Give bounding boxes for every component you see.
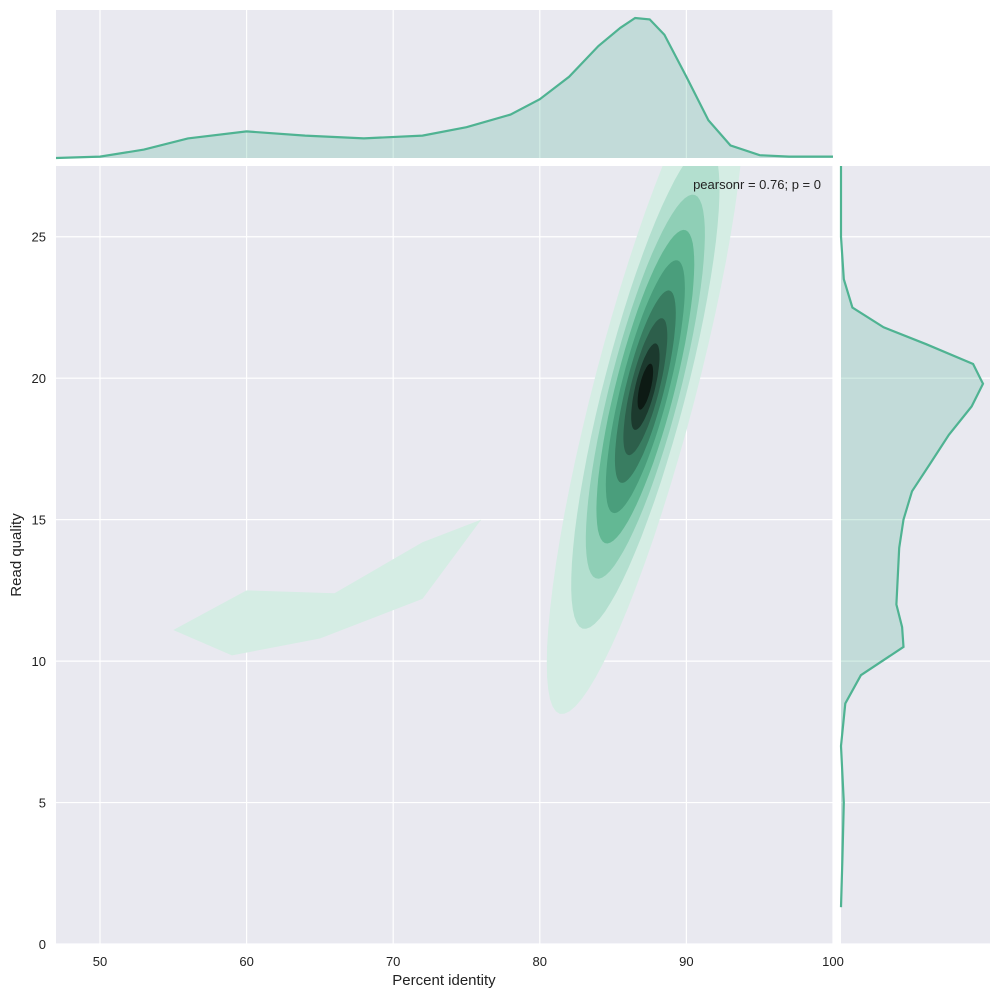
y-tick-label: 0 [39,937,46,952]
x-axis-label: Percent identity [392,972,496,989]
x-tick-label: 50 [93,954,107,969]
marginal-y-fill [841,166,983,908]
kde-contours [173,166,741,714]
marginal-y-kde-line [839,166,985,908]
marginal-x-background [56,10,833,158]
marginal-x-panel [55,10,834,160]
x-tick-label: 60 [239,954,253,969]
y-tick-label: 20 [32,371,46,386]
x-tick-label: 100 [822,954,844,969]
joint-plot-panel: 50 60 70 80 90 100 0 5 10 15 20 25 [32,166,844,969]
marginal-y-panel [839,166,990,945]
x-tick-label: 70 [386,954,400,969]
y-tick-label: 25 [32,230,46,245]
kde-contour-tail [173,519,482,656]
marginal-y-background [841,166,990,944]
pearsonr-annotation: pearsonr = 0.76; p = 0 [693,177,821,192]
y-tick-label: 15 [32,513,46,528]
marginal-x-kde-line [55,16,833,160]
y-tick-label: 5 [39,796,46,811]
y-axis-label: Read quality [8,513,25,597]
kde-contour-level-9 [637,363,654,410]
x-tick-label: 80 [533,954,547,969]
x-tick-label: 90 [679,954,693,969]
y-tick-label: 10 [32,654,46,669]
marginal-x-fill [56,18,833,158]
